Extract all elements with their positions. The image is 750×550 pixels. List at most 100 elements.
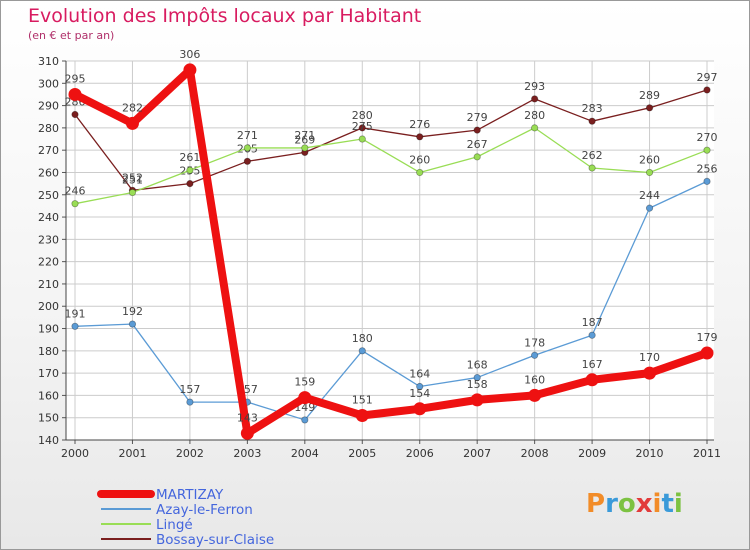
data-label: 280 [524,109,545,122]
data-point [358,124,366,132]
data-label: 187 [582,316,603,329]
data-point [531,95,539,103]
data-point [183,63,197,77]
data-point [125,116,139,130]
data-label: 289 [639,89,660,102]
data-label: 164 [409,367,430,380]
series-line-bossay-sur-claise [74,89,708,191]
data-label: 276 [409,118,430,131]
data-point [301,416,309,424]
ytick-label: 150 [38,412,59,425]
data-label: 293 [524,80,545,93]
data-point [240,426,254,440]
data-label: 180 [352,332,373,345]
series-line-lingé [74,127,708,205]
data-point [531,124,539,132]
data-label: 179 [697,331,718,344]
data-point [301,144,309,152]
data-label: 251 [122,174,143,187]
data-label: 244 [639,189,660,202]
ytick-label: 270 [38,144,59,157]
data-label: 260 [409,153,430,166]
ytick-label: 280 [38,122,59,135]
data-point [298,391,312,405]
data-label: 269 [294,133,315,146]
series-line-azay-le-ferron [74,180,708,421]
chart-subtitle: (en € et par an) [28,29,115,42]
xtick-label: 2004 [291,447,319,460]
data-point [473,373,481,382]
data-point [645,168,654,177]
data-point [473,153,481,161]
data-label: 143 [237,411,258,424]
legend-label: Bossay-sur-Claise [156,532,274,548]
data-label: 261 [179,151,200,164]
plot-area [66,61,714,440]
xtick-label: 2002 [176,447,204,460]
data-label: 191 [65,307,86,320]
data-point [588,117,596,125]
data-label: 262 [582,149,603,162]
data-label: 154 [409,387,430,400]
data-label: 271 [237,129,258,142]
legend-label: Lingé [156,517,193,533]
data-point [645,104,654,112]
ytick-label: 210 [38,278,59,291]
data-label: 283 [582,102,603,115]
data-point [700,346,714,360]
data-point [358,135,366,143]
data-point [703,146,711,154]
data-label: 178 [524,336,545,349]
ytick-label: 160 [38,389,59,402]
data-point [703,86,711,94]
xtick-label: 2010 [636,447,664,460]
data-point [128,188,137,197]
data-point [71,322,79,330]
ytick-label: 300 [38,77,59,90]
ytick-label: 190 [38,323,59,336]
data-point [355,408,369,422]
xtick-label: 2011 [693,447,721,460]
data-label: 275 [352,120,373,133]
proxiti-logo: Proxiti [586,489,683,519]
data-point [588,331,596,339]
data-label: 170 [639,351,660,364]
data-point [416,133,424,141]
xtick-label: 2009 [578,447,606,460]
ytick-label: 240 [38,211,59,224]
data-point [71,200,79,208]
data-point [703,177,711,185]
ytick-label: 170 [38,367,59,380]
ytick-label: 200 [38,300,59,313]
data-label: 279 [467,111,488,124]
data-label: 168 [467,359,488,372]
ytick-label: 260 [38,166,59,179]
data-point [243,157,251,165]
data-point [416,168,424,177]
ytick-label: 310 [38,55,59,68]
data-point [413,402,427,416]
data-point [643,366,657,380]
chart-title: Evolution des Impôts locaux par Habitant [28,5,422,27]
xtick-label: 2007 [463,447,491,460]
data-point [128,320,137,328]
data-point [68,87,82,101]
data-label: 151 [352,393,373,406]
data-point [243,144,251,152]
data-label: 270 [697,131,718,144]
ytick-label: 220 [38,256,59,269]
data-label: 297 [697,71,718,84]
data-label: 282 [122,101,143,114]
data-label: 160 [524,373,545,386]
data-point [186,166,194,174]
data-label: 306 [179,48,200,61]
data-label: 295 [65,72,86,85]
data-label: 260 [639,153,660,166]
xtick-label: 2006 [406,447,434,460]
ytick-label: 290 [38,100,59,113]
data-label: 246 [65,185,86,198]
ytick-label: 250 [38,189,59,202]
xtick-label: 2003 [233,447,261,460]
